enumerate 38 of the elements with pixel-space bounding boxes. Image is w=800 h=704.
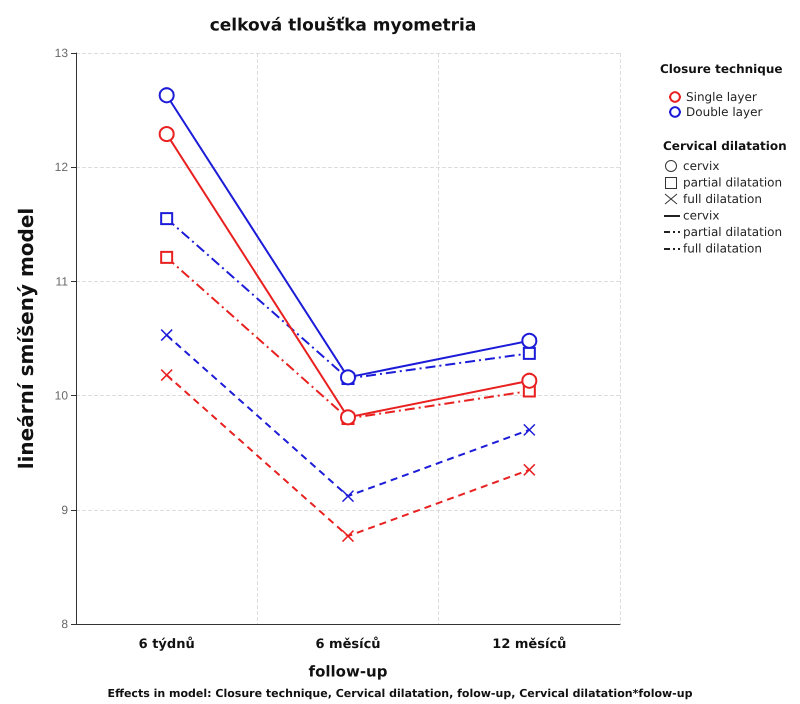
x-tick-label: 12 měsíců (492, 636, 566, 652)
legend-label: Single layer (686, 90, 757, 104)
text: partial dilatation (683, 225, 782, 239)
text: partial dilatation (683, 176, 782, 190)
legend-title: Closure technique (660, 62, 783, 76)
point (158, 126, 175, 142)
y-axis-title: lineární smíšený model (14, 208, 38, 470)
point (158, 87, 175, 104)
text: cervix (683, 159, 720, 173)
text: full dilatation (683, 192, 762, 206)
y-tick-label: 12 (54, 160, 68, 174)
point (521, 332, 538, 349)
chart-title: celková tloušťka myometria (210, 16, 476, 36)
point (160, 212, 174, 226)
text: Cervical dilatation (663, 139, 787, 153)
point (342, 530, 354, 542)
x-tick-label: 6 měsíců (315, 636, 381, 652)
point (342, 490, 354, 502)
point (522, 346, 536, 360)
x-tick-label: 6 týdnů (138, 636, 195, 652)
point (160, 250, 174, 264)
y-tick-label: 13 (54, 46, 68, 60)
point (160, 328, 173, 342)
y-tick-label: 9 (61, 502, 68, 517)
text: Effects in model: Closure technique, Cervical dilatation, folow-up, Cervical dilatation*folow-up (108, 687, 693, 700)
x-axis-title: follow-up (308, 662, 388, 680)
y-tick-label: 10 (54, 388, 68, 403)
point (523, 424, 536, 436)
point (340, 409, 356, 426)
point (523, 464, 536, 476)
point (160, 368, 173, 382)
legend-label: Double layer (686, 105, 763, 119)
point (521, 372, 538, 389)
point (340, 369, 356, 386)
y-tick-label: 8 (61, 617, 68, 631)
text: cervix (683, 208, 720, 222)
text: full dilatation (683, 242, 762, 256)
y-tick-label: 11 (56, 274, 68, 288)
